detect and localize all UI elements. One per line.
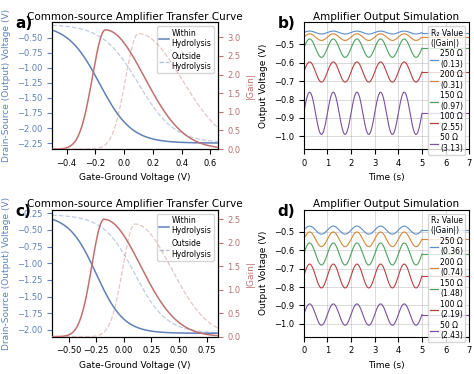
Y-axis label: Output Voltage (V): Output Voltage (V) [259, 231, 268, 315]
Title: Amplifier Output Simulation: Amplifier Output Simulation [313, 199, 460, 209]
Legend: 250 Ω
(0.13), 200 Ω
(0.31), 150 Ω
(0.97), 100 Ω
(2.55), 50 Ω
(3.13): 250 Ω (0.13), 200 Ω (0.31), 150 Ω (0.97)… [428, 26, 465, 155]
Text: d): d) [277, 203, 295, 218]
Y-axis label: |Gain|: |Gain| [246, 260, 255, 287]
Legend: Within
Hydrolysis, Outside
Hydrolysis: Within Hydrolysis, Outside Hydrolysis [157, 26, 214, 73]
X-axis label: Time (s): Time (s) [368, 174, 405, 183]
Y-axis label: |Gain|: |Gain| [246, 72, 255, 99]
Y-axis label: Drain-Source (Output) Voltage (V): Drain-Source (Output) Voltage (V) [2, 197, 11, 350]
X-axis label: Gate-Ground Voltage (V): Gate-Ground Voltage (V) [79, 361, 191, 370]
Title: Amplifier Output Simulation: Amplifier Output Simulation [313, 12, 460, 22]
Title: Common-source Amplifier Transfer Curve: Common-source Amplifier Transfer Curve [27, 199, 243, 209]
X-axis label: Gate-Ground Voltage (V): Gate-Ground Voltage (V) [79, 174, 191, 183]
Y-axis label: Drain-Source (Output) Voltage (V): Drain-Source (Output) Voltage (V) [2, 9, 11, 162]
Text: c): c) [16, 203, 32, 218]
X-axis label: Time (s): Time (s) [368, 361, 405, 370]
Y-axis label: Output Voltage (V): Output Voltage (V) [259, 44, 268, 128]
Text: a): a) [16, 16, 33, 31]
Text: b): b) [277, 16, 295, 31]
Legend: 250 Ω
(0.36), 200 Ω
(0.74), 150 Ω
(1.48), 100 Ω
(2.19), 50 Ω
(2.43): 250 Ω (0.36), 200 Ω (0.74), 150 Ω (1.48)… [428, 214, 465, 342]
Title: Common-source Amplifier Transfer Curve: Common-source Amplifier Transfer Curve [27, 12, 243, 22]
Legend: Within
Hydrolysis, Outside
Hydrolysis: Within Hydrolysis, Outside Hydrolysis [157, 214, 214, 261]
